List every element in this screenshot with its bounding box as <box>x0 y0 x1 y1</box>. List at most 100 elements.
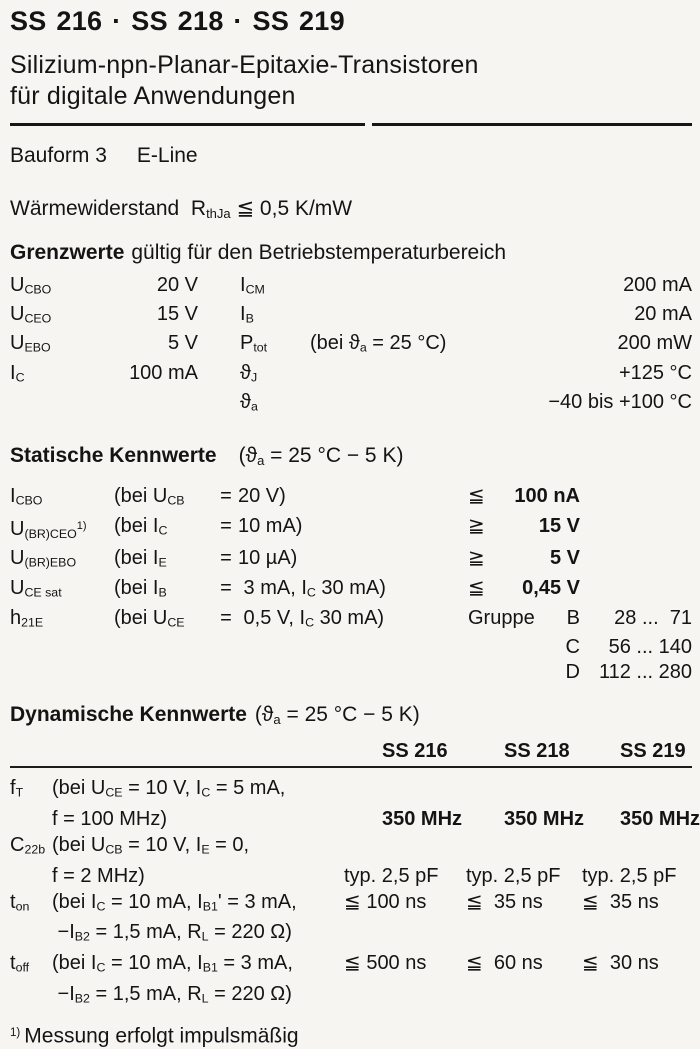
column-header-ss218: SS 218 <box>504 740 570 763</box>
spacer <box>198 361 240 390</box>
condition-symbol: (bei UCE <box>114 606 185 630</box>
footnote-marker: 1) <box>10 1026 21 1039</box>
limits-heading: Grenzwerte gültig für den Betriebstempera… <box>10 240 692 265</box>
static-row: ICBO (bei UCB = 20 V) ≦ 100 nA <box>10 484 692 514</box>
condition-value: 10 mA) <box>238 514 303 537</box>
parameter-symbol: UCE sat <box>10 577 62 600</box>
column-header-ss219: SS 219 <box>620 740 686 763</box>
parameter-symbol: h21E <box>10 606 44 630</box>
static-row: h21E (bei UCE = 0,5 V, IC 30 mA) Gruppe … <box>10 606 692 636</box>
condition-line: (bei UCE = 10 V, IC = 5 mA, <box>52 777 286 801</box>
divider-segment <box>10 123 365 126</box>
divider-segment <box>371 123 692 126</box>
parameter-symbol: ICBO <box>10 484 43 508</box>
limit-condition <box>310 361 500 390</box>
spacer <box>198 302 240 331</box>
equals-sign: = <box>220 606 232 629</box>
value-ss219: typ. 2,5 pF <box>582 864 677 887</box>
limit-row: UCEO 15 V IB 20 mA <box>10 302 692 331</box>
spacer <box>10 635 552 660</box>
parameter-symbol: U(BR)EBO <box>10 547 77 571</box>
condition-line: −IB2 = 1,5 mA, RL = 220 Ω) <box>52 982 292 1006</box>
limit-condition: (bei ϑa = 25 °C) <box>310 332 447 356</box>
value-ss218: 350 MHz <box>504 808 585 831</box>
limit-value: +125 °C <box>618 361 692 384</box>
limit-symbol: IC <box>10 361 25 385</box>
footnote: 1) Messung erfolgt impulsmäßig <box>10 1020 692 1049</box>
value-ss216: typ. 2,5 pF <box>344 864 439 887</box>
parameter-conditions: (bei IC = 10 mA, IB1' = 3 mA, −IB2 = 1,5… <box>52 889 342 950</box>
relation-symbol: ≦ <box>468 577 485 600</box>
dynamic-row: fT (bei UCE = 10 V, IC = 5 mA, f = 100 M… <box>10 775 700 832</box>
thermal-resistance-line: Wärmewiderstand RthJa ≦ 0,5 K/mW <box>10 197 353 221</box>
condition-value: 0,5 V, IC 30 mA) <box>238 606 385 630</box>
page-subtitle: Silizium-npn-Planar-Epitaxie-Transistore… <box>10 50 692 112</box>
parameter-symbol: toff <box>10 952 30 975</box>
condition-line: (bei IC = 10 mA, IB1 = 3 mA, <box>52 952 293 975</box>
limit-condition <box>310 273 500 302</box>
group-range: 28 ... 71 <box>614 606 692 629</box>
limits-heading-rest: gültig für den Betriebstemperaturbereich <box>131 240 507 264</box>
parameter-value: 15 V <box>538 514 580 537</box>
limit-value <box>98 390 198 419</box>
limit-value: 20 mA <box>634 303 692 326</box>
static-row: D 112 ... 280 <box>10 660 692 685</box>
static-row: UCE sat (bei IB = 3 mA, IC 30 mA) ≦ 0,45… <box>10 576 692 606</box>
spacer <box>198 390 240 419</box>
static-characteristics-table: ICBO (bei UCB = 20 V) ≦ 100 nA U(BR)CEO1… <box>10 484 692 686</box>
parameter-symbol: fT <box>10 777 24 801</box>
value-ss216: ≦ 100 ns <box>344 890 427 913</box>
limit-condition <box>310 302 500 331</box>
value-ss219: 350 MHz <box>620 808 700 831</box>
equals-sign: = <box>220 547 232 570</box>
group-letter: B <box>566 606 580 629</box>
condition-line: (bei UCB = 10 V, IE = 0, <box>52 834 250 857</box>
bauform-label: Bauform 3 <box>10 144 107 167</box>
footnote-text: Messung erfolgt impulsmäßig <box>24 1023 299 1047</box>
dynamic-row: C22b (bei UCB = 10 V, IE = 0, f = 2 MHz)… <box>10 832 692 889</box>
limit-symbol: ϑJ <box>240 361 258 385</box>
table-divider <box>10 766 692 769</box>
relation-symbol: ≧ <box>468 547 485 570</box>
limit-symbol: UEBO <box>10 332 51 356</box>
limits-heading-bold: Grenzwerte <box>10 240 125 264</box>
condition-line: f = 2 MHz) <box>52 864 145 887</box>
column-header-ss216: SS 216 <box>382 740 448 763</box>
value-ss218: ≦ 60 ns <box>466 952 543 975</box>
group-label: Gruppe <box>468 606 535 629</box>
limit-value: 20 V <box>156 273 198 296</box>
parameter-value: 5 V <box>549 547 580 570</box>
limits-table: UCBO 20 V ICM 200 mA UCEO 15 V IB 20 mA … <box>10 273 692 419</box>
limit-symbol: ICM <box>240 273 265 297</box>
condition-line: −IB2 = 1,5 mA, RL = 220 Ω) <box>52 921 292 945</box>
condition-line: (bei IC = 10 mA, IB1' = 3 mA, <box>52 890 297 914</box>
spacer <box>52 739 342 763</box>
condition-symbol: (bei IC <box>114 514 168 538</box>
equals-sign: = <box>220 577 232 600</box>
limit-symbol: IB <box>240 303 254 326</box>
limit-symbol: UCBO <box>10 273 52 297</box>
group-range: 56 ... 140 <box>608 636 692 659</box>
top-divider <box>10 123 692 126</box>
limit-row: IC 100 mA ϑJ +125 °C <box>10 361 692 390</box>
parameter-symbol: ton <box>10 890 30 914</box>
group-letter: D <box>565 661 580 684</box>
static-row: U(BR)EBO (bei IE = 10 µA) ≧ 5 V <box>10 546 692 576</box>
group-letter: C <box>565 636 580 659</box>
static-heading-condition: (ϑa = 25 °C − 5 K) <box>238 443 404 468</box>
parameter-conditions: (bei UCB = 10 V, IE = 0, f = 2 MHz) <box>52 832 342 889</box>
limit-value: 100 mA <box>129 361 198 384</box>
limit-row: UEBO 5 V Ptot (bei ϑa = 25 °C) 200 mW <box>10 331 692 360</box>
static-row: C 56 ... 140 <box>10 635 692 660</box>
static-characteristics-heading: Statische Kennwerte (ϑa = 25 °C − 5 K) <box>10 443 692 473</box>
parameter-symbol: U(BR)CEO1) <box>10 517 87 541</box>
spacer <box>10 660 552 685</box>
condition-value: 10 µA) <box>238 547 298 570</box>
condition-symbol: (bei IB <box>114 577 167 600</box>
dynamic-heading-condition: (ϑa = 25 °C − 5 K) <box>254 703 420 728</box>
type-column-headers: SS 216 SS 218 SS 219 <box>10 739 692 763</box>
bauform-value: E-Line <box>136 144 198 167</box>
static-row: U(BR)CEO1) (bei IC = 10 mA) ≧ 15 V <box>10 514 692 547</box>
spacer <box>198 273 240 302</box>
subtitle-line-1: Silizium-npn-Planar-Epitaxie-Transistore… <box>10 51 479 79</box>
